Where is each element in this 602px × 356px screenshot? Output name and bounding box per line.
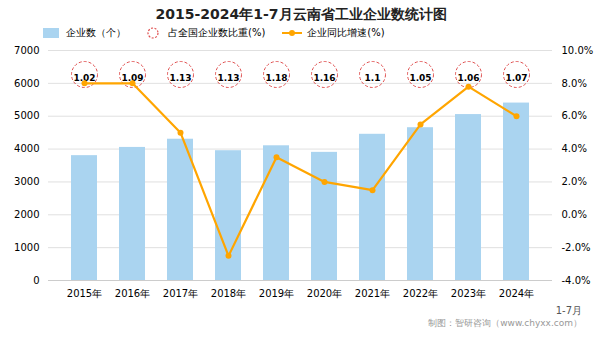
svg-text:1.16: 1.16 — [313, 73, 335, 83]
svg-text:1.05: 1.05 — [409, 73, 431, 83]
html-text:制图：智研咨询（www.chyxx.com）: 制图：智研咨询（www.chyxx.com） — [428, 318, 582, 328]
svg-text:3000: 3000 — [14, 176, 39, 187]
svg-text:-4.0%: -4.0% — [562, 275, 591, 286]
svg-text:4000: 4000 — [14, 143, 39, 154]
svg-text:2016年: 2016年 — [115, 288, 150, 299]
svg-text:0: 0 — [33, 275, 39, 286]
svg-text:2021年: 2021年 — [355, 288, 390, 299]
svg-text:1000: 1000 — [14, 242, 39, 253]
svg-text:1.18: 1.18 — [265, 73, 287, 83]
svg-text:6.0%: 6.0% — [562, 110, 587, 121]
svg-text:1.09: 1.09 — [121, 72, 144, 83]
html-text:企业数（个）: 企业数（个） — [66, 27, 126, 38]
svg-text:-2.0%: -2.0% — [562, 242, 591, 253]
svg-text:2020年: 2020年 — [307, 288, 342, 299]
html-text:1-7月: 1-7月 — [555, 305, 582, 316]
svg-text:0.0%: 0.0% — [562, 209, 587, 220]
svg-text:2024年: 2024年 — [499, 288, 534, 299]
svg-text:6000: 6000 — [14, 78, 39, 89]
svg-text:2000: 2000 — [14, 209, 39, 220]
svg-text:2015年: 2015年 — [67, 288, 102, 299]
svg-text:10.0%: 10.0% — [562, 45, 594, 56]
svg-text:8.0%: 8.0% — [562, 78, 587, 89]
html-text:2015-2024年1-7月云南省工业企业数统计图: 2015-2024年1-7月云南省工业企业数统计图 — [155, 6, 447, 22]
svg-text:2018年: 2018年 — [211, 288, 246, 299]
svg-text:4.0%: 4.0% — [562, 143, 587, 154]
svg-text:5000: 5000 — [14, 110, 39, 121]
svg-text:2017年: 2017年 — [163, 288, 198, 299]
svg-text:2023年: 2023年 — [451, 288, 486, 299]
svg-text:1.07: 1.07 — [505, 73, 527, 83]
svg-text:2022年: 2022年 — [403, 288, 438, 299]
svg-text:7000: 7000 — [14, 45, 39, 56]
svg-text:2019年: 2019年 — [259, 288, 294, 299]
svg-text:1.02: 1.02 — [73, 72, 96, 83]
svg-text:1.13: 1.13 — [217, 73, 239, 83]
svg-text:2.0%: 2.0% — [562, 176, 587, 187]
svg-text:1.06: 1.06 — [457, 73, 479, 83]
svg-text:1.1: 1.1 — [365, 73, 381, 83]
html-text:占全国企业数比重(%): 占全国企业数比重(%) — [168, 27, 266, 38]
html-text:企业同比增速(%): 企业同比增速(%) — [307, 27, 385, 38]
svg-text:1.13: 1.13 — [169, 73, 191, 83]
